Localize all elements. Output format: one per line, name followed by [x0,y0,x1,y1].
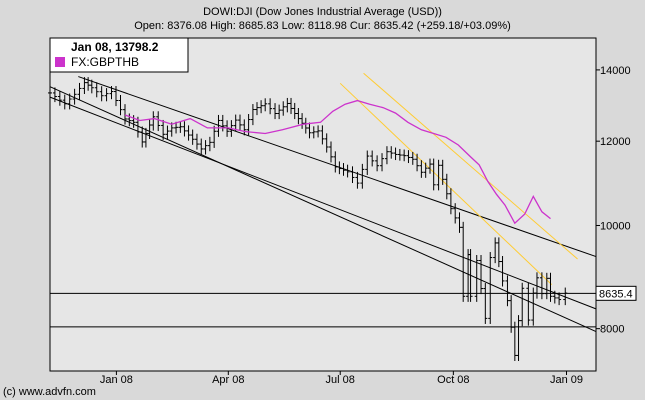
current-value-label: 8635.4 [599,288,633,300]
legend-swatch [55,57,65,67]
x-tick-label: Jan 09 [550,374,583,386]
y-tick-label: 10000 [600,220,631,232]
current-value-tag: 8635.4 [595,285,637,301]
trendline [363,72,578,260]
price-series [48,77,568,362]
x-tick-label: Jul 08 [326,374,355,386]
y-tick-label: 12000 [600,136,631,148]
horizontal-reference-lines [50,292,596,328]
x-tick-label: Jan 08 [100,374,133,386]
trendline [339,82,553,285]
chart-stats-line: Open: 8376.08 High: 8685.83 Low: 8118.98… [134,20,511,32]
x-tick-label: Oct 08 [437,374,469,386]
y-tick-label: 14000 [600,65,631,77]
y-tick-label: 8000 [600,324,624,336]
y-axis: 14000 12000 10000 8000 [596,65,631,336]
legend-series-label: FX:GBPTHB [71,55,139,69]
legend-box: Jan 08, 13798.2 FX:GBPTHB [49,37,189,73]
overlay-series [124,99,551,225]
copyright-credit: (c) www.advfn.com [3,386,96,398]
chart-symbol-title: DOWI:DJI (Dow Jones Industrial Average (… [203,6,442,18]
legend-date-value: Jan 08, 13798.2 [71,40,159,54]
x-axis: Jan 08 Apr 08 Jul 08 Oct 08 Jan 09 [100,371,583,386]
x-tick-label: Apr 08 [212,374,244,386]
trendline [49,86,597,333]
overlay-series-line [124,99,551,225]
